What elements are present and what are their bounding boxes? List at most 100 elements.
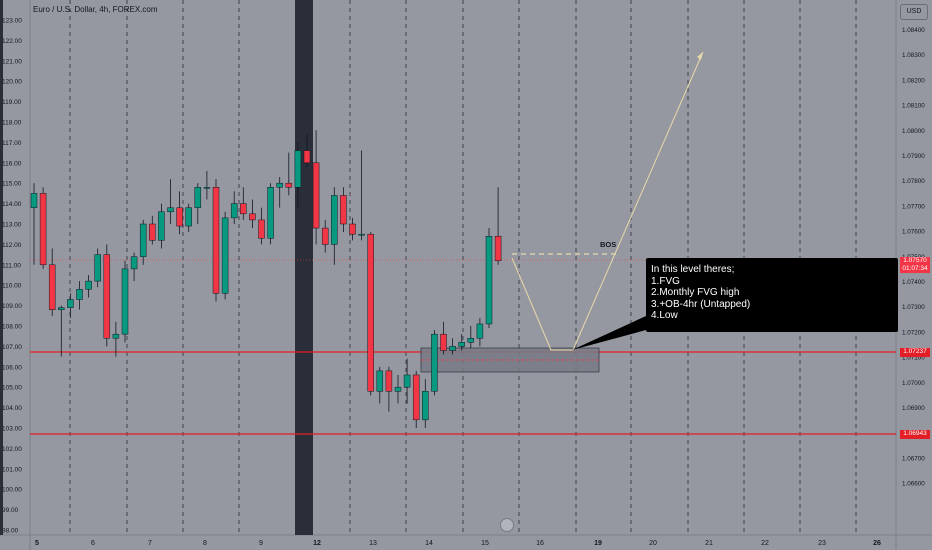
session-shade-left bbox=[0, 0, 3, 535]
candle bbox=[449, 338, 456, 355]
candle bbox=[30, 183, 38, 265]
demand-zone[interactable] bbox=[420, 347, 600, 373]
candle-body bbox=[158, 211, 165, 241]
time-scale-label: 8 bbox=[203, 540, 207, 547]
candle bbox=[103, 244, 111, 347]
candle bbox=[331, 187, 338, 265]
left-scale-label: 100.00 bbox=[2, 487, 22, 494]
time-scale-label: 13 bbox=[369, 540, 377, 547]
candle bbox=[85, 275, 92, 298]
candle-body bbox=[139, 223, 147, 257]
candle-body bbox=[458, 342, 465, 347]
right-scale-label: 1.07100 bbox=[902, 355, 925, 362]
candle-body bbox=[412, 374, 420, 421]
candle-body bbox=[285, 182, 293, 188]
candle-body bbox=[203, 187, 211, 189]
candle bbox=[149, 215, 156, 245]
candle bbox=[139, 219, 147, 265]
bos-label[interactable]: BOS bbox=[600, 240, 617, 249]
left-scale-label: 123.00 bbox=[2, 18, 22, 25]
candle bbox=[276, 177, 283, 208]
candle-body bbox=[267, 187, 274, 239]
candle bbox=[367, 232, 374, 396]
right-scale-label: 1.06700 bbox=[902, 455, 925, 462]
candle bbox=[221, 211, 229, 300]
left-scale-label: 109.00 bbox=[2, 303, 22, 310]
candle bbox=[458, 334, 465, 351]
left-scale-label: 121.00 bbox=[2, 58, 22, 65]
candle-body bbox=[394, 386, 402, 392]
candle-body bbox=[349, 223, 356, 235]
current-price-tag: 1.07570 01:07:34 bbox=[900, 257, 930, 273]
candle bbox=[349, 217, 356, 241]
candle bbox=[212, 179, 220, 302]
currency-button[interactable]: USD bbox=[900, 4, 928, 20]
left-scale-label: 98.00 bbox=[2, 528, 19, 535]
session-shade-weekend bbox=[295, 0, 313, 535]
candlestick-series bbox=[30, 130, 502, 428]
left-scale-label: 99.00 bbox=[2, 507, 19, 514]
annotation-line: 2.Monthly FVG high bbox=[651, 287, 740, 298]
candle-body bbox=[321, 227, 329, 245]
candle bbox=[303, 134, 311, 167]
candle-body bbox=[30, 193, 38, 208]
projection-path bbox=[511, 51, 704, 351]
navigation-icon[interactable] bbox=[500, 518, 514, 532]
candle-body bbox=[230, 203, 238, 219]
candle-body bbox=[48, 264, 56, 310]
left-scale-label: 117.00 bbox=[2, 140, 22, 147]
time-scale-label: 6 bbox=[91, 540, 95, 547]
left-scale-label: 105.00 bbox=[2, 385, 22, 392]
candle bbox=[194, 183, 202, 224]
time-scale-label: 15 bbox=[481, 540, 489, 547]
annotation-callout[interactable]: In this level theres; 1.FVG 2.Monthly FV… bbox=[646, 258, 898, 332]
candle bbox=[340, 187, 347, 233]
candle-body bbox=[258, 219, 265, 239]
candle-body bbox=[249, 213, 256, 221]
left-scale-label: 101.00 bbox=[2, 466, 22, 473]
candle bbox=[394, 374, 402, 404]
left-scale-label: 102.00 bbox=[2, 446, 22, 453]
candle bbox=[240, 187, 247, 220]
left-scale-label: 103.00 bbox=[2, 426, 22, 433]
projection-drawings[interactable] bbox=[511, 51, 704, 351]
left-scale-label: 112.00 bbox=[2, 242, 22, 249]
candle bbox=[476, 317, 484, 347]
candle bbox=[412, 370, 420, 428]
left-scale-label: 113.00 bbox=[2, 222, 22, 229]
candle-body bbox=[121, 268, 129, 335]
time-scale-label: 7 bbox=[148, 540, 152, 547]
right-scale-label: 1.07600 bbox=[902, 229, 925, 236]
candle-body bbox=[240, 203, 247, 215]
candle bbox=[58, 305, 65, 357]
candle-body bbox=[467, 337, 475, 343]
time-scale-label: 26 bbox=[873, 540, 881, 547]
candle-body bbox=[358, 233, 365, 236]
left-scale-label: 111.00 bbox=[2, 262, 21, 269]
candle bbox=[376, 366, 384, 404]
candle-body bbox=[112, 333, 120, 339]
time-scale-label: 20 bbox=[649, 540, 657, 547]
time-scale-label: 19 bbox=[594, 540, 602, 547]
candle bbox=[285, 152, 293, 196]
callout-pointer bbox=[572, 316, 646, 350]
candle bbox=[258, 207, 265, 245]
right-scale-label: 1.08100 bbox=[902, 103, 925, 110]
candle-body bbox=[294, 150, 302, 188]
candle bbox=[67, 293, 74, 318]
candle bbox=[112, 321, 120, 357]
candle bbox=[76, 281, 83, 310]
candle-body bbox=[58, 307, 65, 310]
candle-body bbox=[76, 289, 83, 300]
left-scale-label: 114.00 bbox=[2, 201, 22, 208]
time-scale-label: 14 bbox=[425, 540, 433, 547]
left-scale-label: 115.00 bbox=[2, 181, 22, 188]
candle-body bbox=[94, 254, 101, 282]
candle-body bbox=[103, 254, 111, 339]
left-price-scale[interactable] bbox=[0, 0, 30, 550]
annotation-line: 1.FVG bbox=[651, 275, 680, 287]
candle bbox=[167, 179, 174, 224]
candle bbox=[494, 187, 502, 265]
annotation-line: 3.+OB-4hr (Untapped) bbox=[651, 298, 751, 310]
